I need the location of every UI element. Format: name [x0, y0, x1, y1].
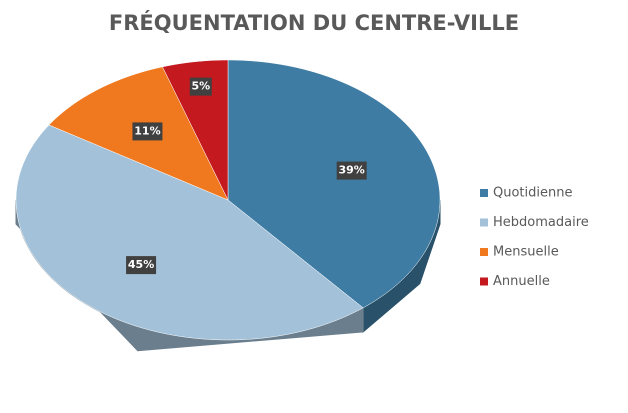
value-label-box	[132, 122, 163, 141]
legend-label: Hebdomadaire	[493, 215, 589, 230]
value-label: 11%	[134, 124, 160, 137]
value-label-box	[189, 77, 212, 96]
legend-swatch	[480, 248, 488, 256]
value-label: 5%	[191, 80, 210, 93]
value-label-box	[126, 256, 157, 275]
legend-swatch	[480, 277, 488, 286]
slice	[227, 59, 441, 309]
legend-swatch	[480, 218, 488, 227]
legend-label: Mensuelle	[493, 245, 559, 260]
legend-label: Annuelle	[493, 274, 550, 289]
legend-label: Quotidienne	[493, 186, 572, 201]
slice	[15, 124, 364, 341]
value-label: 39%	[338, 164, 364, 177]
chart-title: Fréquentation du Centre-Ville	[109, 10, 519, 35]
legend-swatch	[480, 189, 488, 197]
value-label: 45%	[128, 258, 154, 271]
value-label-box	[336, 161, 367, 180]
